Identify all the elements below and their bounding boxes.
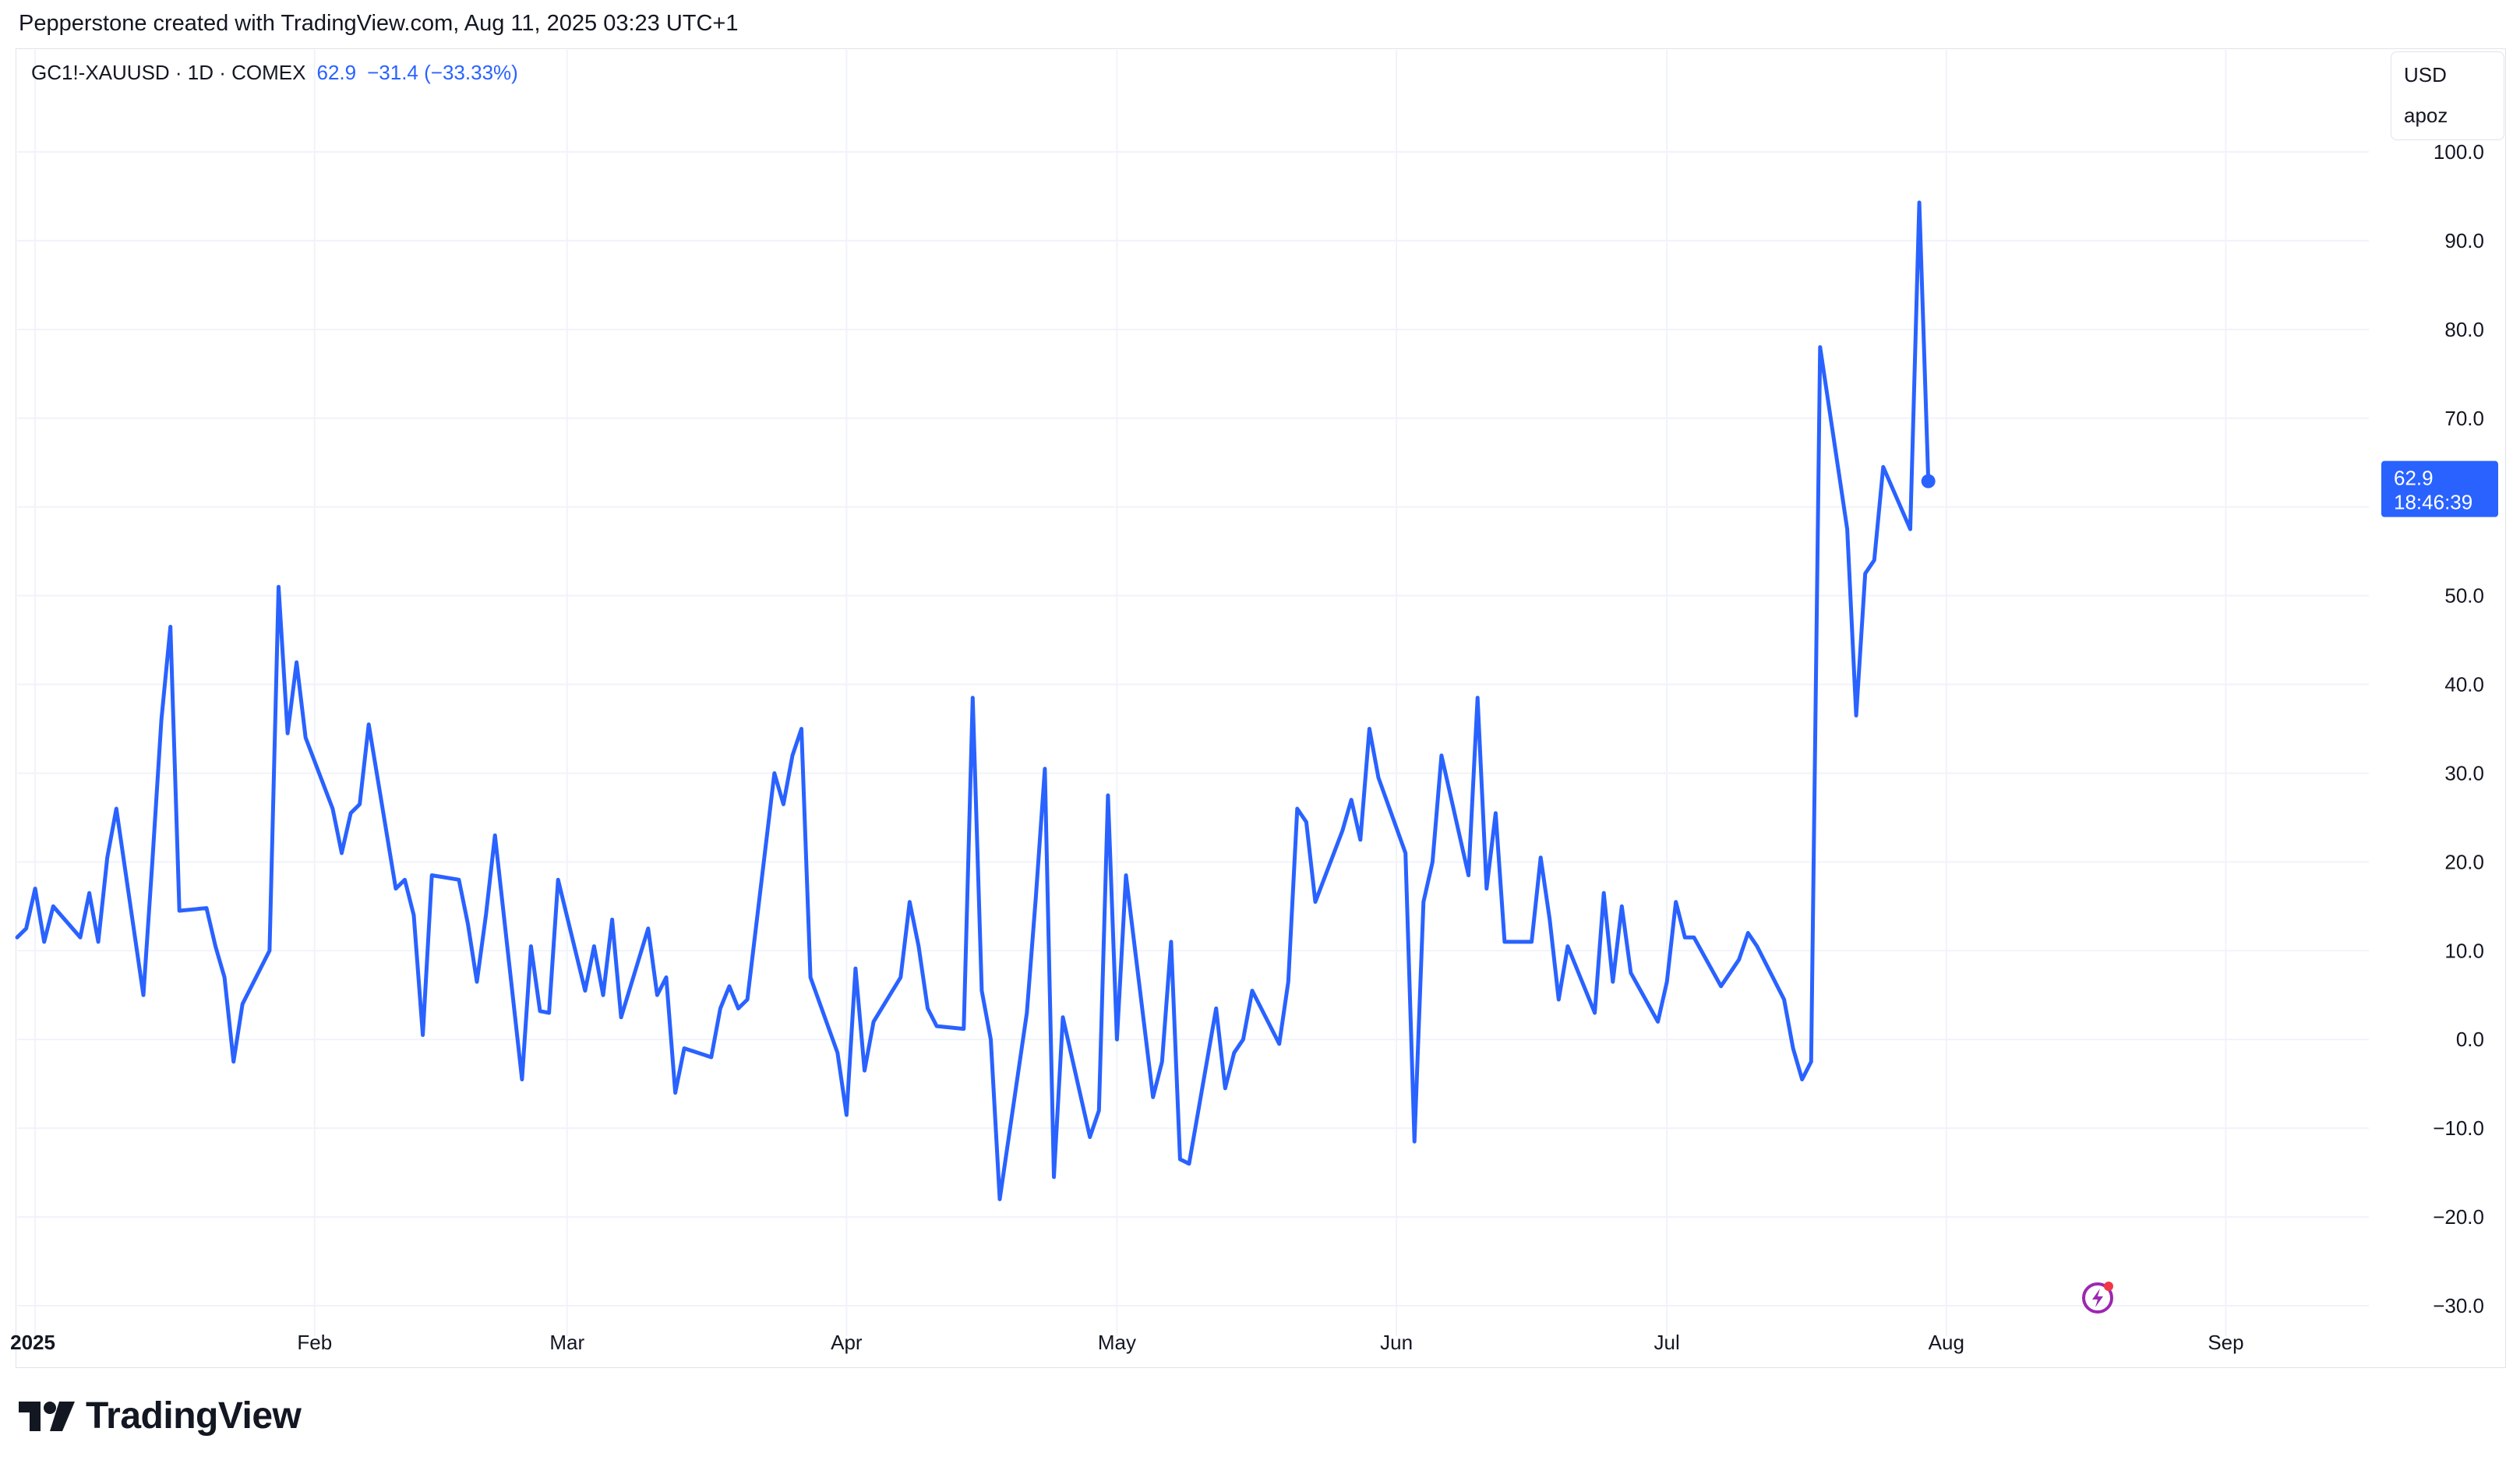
y-tick-label: 40.0 bbox=[2444, 673, 2484, 696]
tradingview-logo: TradingView bbox=[19, 1395, 302, 1437]
y-tick-label: −10.0 bbox=[2433, 1116, 2484, 1140]
y-tick-label: 10.0 bbox=[2444, 939, 2484, 962]
price-label-box bbox=[2381, 460, 2498, 517]
last-value-marker bbox=[1921, 474, 1936, 488]
price-label-value: 62.9 bbox=[2394, 467, 2434, 490]
currency-label[interactable]: USD bbox=[2404, 63, 2447, 86]
logo-wordmark: TradingView bbox=[86, 1395, 302, 1437]
x-tick-label: Sep bbox=[2208, 1331, 2243, 1354]
chart-frame bbox=[16, 48, 2506, 1368]
chart-legend: GC1!-XAUUSD · 1D · COMEX 62.9 −31.4 (−33.3… bbox=[31, 61, 518, 85]
x-tick-label: May bbox=[1098, 1331, 1136, 1354]
y-tick-label: 30.0 bbox=[2444, 761, 2484, 785]
chart-header-title: Pepperstone created with TradingView.com… bbox=[19, 11, 739, 36]
legend-change: −31.4 (−33.33%) bbox=[367, 61, 518, 84]
x-tick-label: Mar bbox=[549, 1331, 584, 1354]
series-line[interactable] bbox=[15, 200, 1931, 1201]
y-tick-label: 0.0 bbox=[2456, 1028, 2484, 1051]
y-tick-label: 80.0 bbox=[2444, 318, 2484, 341]
legend-value: 62.9 bbox=[316, 61, 357, 84]
y-tick-label: 20.0 bbox=[2444, 850, 2484, 873]
legend-symbol: GC1!-XAUUSD · 1D · COMEX bbox=[31, 61, 306, 84]
y-tick-label: 70.0 bbox=[2444, 407, 2484, 430]
price-label-countdown: 18:46:39 bbox=[2394, 491, 2472, 514]
lightning-bolt-icon[interactable] bbox=[2079, 1276, 2119, 1321]
scale-box[interactable]: USD apoz bbox=[2391, 51, 2504, 140]
x-tick-label: Aug bbox=[1929, 1331, 1964, 1354]
x-tick-label: Feb bbox=[297, 1331, 332, 1354]
y-tick-label: 100.0 bbox=[2434, 140, 2484, 164]
x-tick-label: Jul bbox=[1654, 1331, 1680, 1354]
y-tick-label: −20.0 bbox=[2433, 1205, 2484, 1229]
y-tick-label: 90.0 bbox=[2444, 229, 2484, 252]
tradingview-logo-icon bbox=[19, 1401, 75, 1431]
x-tick-label: Apr bbox=[831, 1331, 863, 1354]
x-tick-label: Jun bbox=[1380, 1331, 1413, 1354]
x-tick-label: 2025 bbox=[10, 1331, 55, 1354]
scale-mode-label[interactable]: apoz bbox=[2404, 104, 2448, 127]
y-tick-label: −30.0 bbox=[2433, 1294, 2484, 1317]
y-tick-label: 50.0 bbox=[2444, 584, 2484, 608]
